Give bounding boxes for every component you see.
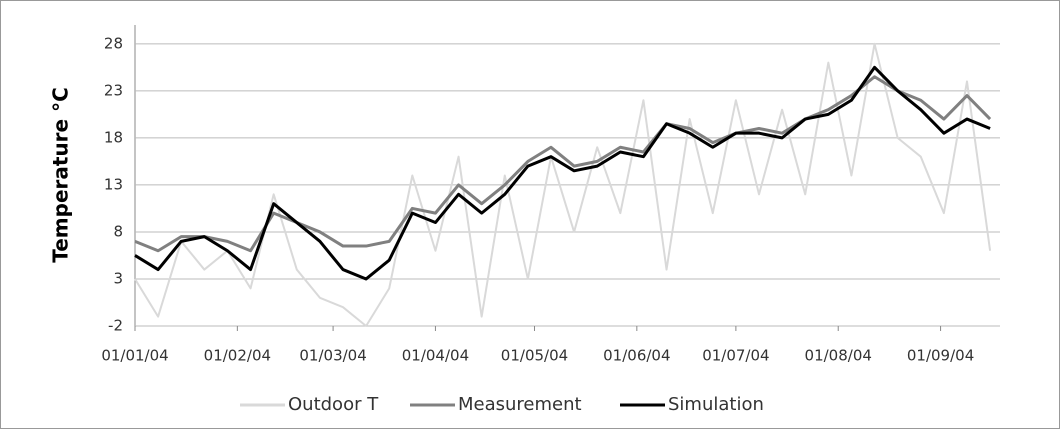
y-axis-label: Temperature °C [49,87,73,263]
x-tick-label: 01/04/04 [402,347,469,365]
x-tick-label: 01/07/04 [702,347,769,365]
y-tick-label: -2 [108,317,123,335]
legend-label: Measurement [458,394,582,415]
x-tick-label: 01/03/04 [299,347,366,365]
x-tick-label: 01/09/04 [907,347,974,365]
x-tick-label: 01/05/04 [501,347,568,365]
x-tick-label: 01/06/04 [603,347,670,365]
legend-label: Outdoor T [288,394,379,415]
y-tick-label: 28 [104,34,123,52]
series-line [134,75,992,253]
x-tick-label: 01/02/04 [204,347,271,365]
y-tick-label: 13 [104,175,123,193]
x-tick-label: 01/08/04 [805,347,872,365]
y-tick-label: 3 [113,269,123,287]
legend-label: Simulation [668,394,764,415]
series-line [134,65,991,281]
y-tick-label: 23 [104,81,123,99]
y-tick-label: 18 [104,128,123,146]
y-tick-label: 8 [113,222,123,240]
x-tick-label: 01/01/04 [101,347,168,365]
